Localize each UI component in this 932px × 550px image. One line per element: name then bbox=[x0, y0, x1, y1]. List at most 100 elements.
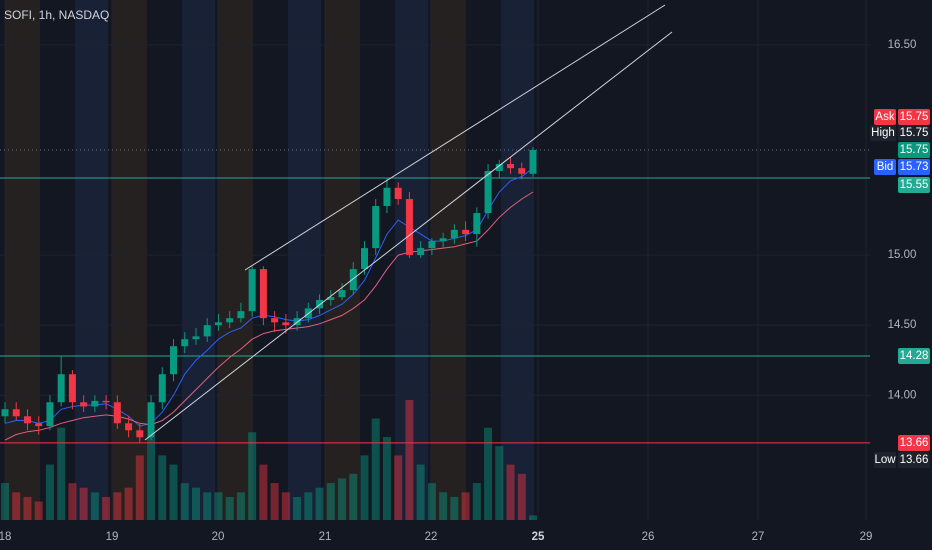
volume-bar bbox=[34, 501, 43, 520]
candle-body bbox=[360, 248, 368, 270]
volume-bar bbox=[416, 464, 425, 520]
quote-label: Low bbox=[874, 454, 896, 466]
volume-bar bbox=[304, 492, 313, 520]
volume-bar bbox=[180, 483, 189, 520]
candle-body bbox=[136, 430, 144, 438]
volume-bar bbox=[281, 492, 290, 520]
price-badge bbox=[898, 177, 930, 193]
price-badge bbox=[898, 435, 930, 451]
postmarket-band bbox=[75, 0, 108, 520]
candle-body bbox=[394, 187, 402, 200]
price-badge bbox=[898, 142, 930, 158]
price-badge bbox=[898, 159, 930, 175]
candle-body bbox=[405, 199, 413, 256]
premarket-band bbox=[112, 0, 147, 520]
postmarket-band bbox=[182, 0, 215, 520]
quote-value: 15.73 bbox=[900, 161, 929, 173]
volume-bar bbox=[506, 464, 515, 520]
price-badge bbox=[898, 452, 930, 468]
candle-body bbox=[462, 229, 470, 235]
volume-bar bbox=[270, 483, 279, 520]
volume-bar bbox=[90, 492, 99, 520]
volume-bar bbox=[472, 483, 481, 520]
volume-bar bbox=[214, 492, 223, 520]
candle-body bbox=[46, 402, 54, 427]
chart-title: SOFI, 1h, NASDAQ bbox=[4, 8, 109, 22]
candle-body bbox=[271, 318, 279, 323]
volume-bar bbox=[360, 455, 369, 520]
candle-body bbox=[417, 248, 425, 256]
candle-body bbox=[226, 318, 234, 323]
volume-bar bbox=[259, 464, 268, 520]
x-tick-label: 29 bbox=[860, 531, 873, 543]
grid bbox=[0, 0, 870, 520]
price-line-label: 14.28 bbox=[900, 350, 929, 362]
quote-value: 15.75 bbox=[900, 111, 929, 123]
y-tick-label: 16.50 bbox=[888, 39, 917, 51]
price-badge bbox=[870, 125, 896, 141]
volume-bar bbox=[191, 487, 200, 520]
candle-body bbox=[192, 336, 200, 340]
volume-bar bbox=[1, 483, 9, 520]
candle-body bbox=[338, 290, 346, 298]
volume-bar bbox=[382, 436, 391, 520]
premarket-band bbox=[431, 0, 466, 520]
x-tick-label: 18 bbox=[0, 531, 11, 543]
volume-bar bbox=[529, 515, 537, 520]
volume-bar bbox=[57, 427, 66, 520]
quote-label: Ask bbox=[875, 111, 894, 123]
candle-body bbox=[507, 163, 515, 169]
volume-bar bbox=[147, 436, 156, 520]
price-line-label: 15.55 bbox=[900, 179, 929, 191]
candle-body bbox=[147, 402, 155, 438]
candle-body bbox=[450, 229, 458, 239]
quote-value: 13.66 bbox=[900, 454, 929, 466]
candle-body bbox=[12, 409, 20, 417]
volume-bar bbox=[68, 483, 77, 520]
y-tick-label: 15.00 bbox=[888, 249, 917, 261]
candle-body bbox=[484, 170, 492, 214]
candle-body bbox=[439, 238, 447, 242]
candle-body bbox=[473, 213, 481, 235]
x-tick-label: 27 bbox=[752, 531, 765, 543]
candle-body bbox=[23, 416, 31, 424]
x-tick-label: 26 bbox=[642, 531, 655, 543]
volume-bar bbox=[79, 487, 88, 520]
candle-body bbox=[203, 325, 211, 337]
volume-bar bbox=[169, 464, 178, 520]
volume-bar bbox=[293, 496, 302, 520]
volume-bar bbox=[113, 492, 122, 520]
volume-bar bbox=[203, 492, 212, 520]
volume-bar bbox=[248, 432, 257, 520]
candle-body bbox=[282, 322, 290, 326]
volume-bar bbox=[12, 492, 21, 520]
volume-bar bbox=[495, 446, 504, 520]
session-bands bbox=[5, 0, 534, 520]
x-tick-label: 22 bbox=[425, 531, 438, 543]
volume-bar bbox=[225, 496, 234, 520]
candle-body bbox=[214, 322, 222, 326]
y-tick-label: 14.50 bbox=[888, 319, 917, 331]
price-line-label: 13.66 bbox=[900, 437, 929, 449]
volume-bar bbox=[394, 455, 403, 520]
candle-body bbox=[349, 269, 357, 291]
volume-bar bbox=[371, 418, 380, 520]
volume-bar bbox=[102, 496, 111, 520]
candles bbox=[1, 147, 537, 443]
candle-body bbox=[113, 402, 121, 424]
price-badge bbox=[898, 348, 930, 364]
volume bbox=[1, 400, 537, 520]
candle-body bbox=[316, 299, 324, 309]
price-badge bbox=[898, 125, 930, 141]
volume-bar bbox=[158, 455, 167, 520]
last-price-label: 15.75 bbox=[900, 144, 929, 156]
x-tick-label: 20 bbox=[212, 531, 225, 543]
volume-bar bbox=[517, 473, 526, 520]
moving-average bbox=[4, 191, 534, 441]
premarket-band bbox=[218, 0, 253, 520]
price-badge bbox=[874, 109, 896, 125]
candle-body bbox=[91, 400, 99, 407]
candle-body bbox=[125, 423, 133, 431]
volume-bar bbox=[461, 492, 470, 520]
volume-bar bbox=[135, 455, 144, 520]
